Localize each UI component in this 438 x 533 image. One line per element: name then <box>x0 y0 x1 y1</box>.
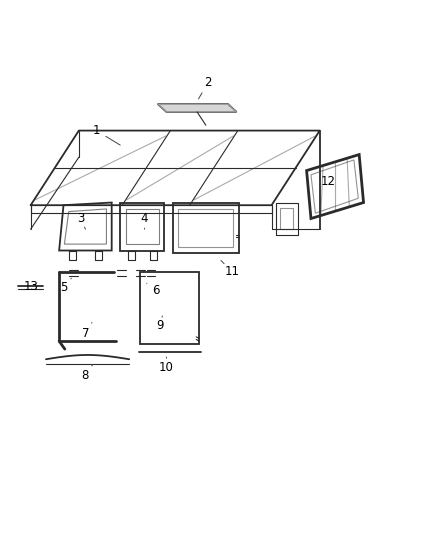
Text: 13: 13 <box>24 280 39 293</box>
Text: 4: 4 <box>141 212 148 225</box>
Text: 3: 3 <box>78 212 85 225</box>
Text: 5: 5 <box>60 281 67 294</box>
Text: 7: 7 <box>81 327 89 340</box>
Text: 6: 6 <box>152 284 159 297</box>
Text: 1: 1 <box>92 124 100 137</box>
Text: 12: 12 <box>321 175 336 188</box>
Text: 9: 9 <box>156 319 164 332</box>
Text: 8: 8 <box>82 369 89 382</box>
Text: 10: 10 <box>159 361 174 374</box>
Polygon shape <box>158 104 237 112</box>
Text: 2: 2 <box>204 76 212 89</box>
Text: 11: 11 <box>225 265 240 278</box>
